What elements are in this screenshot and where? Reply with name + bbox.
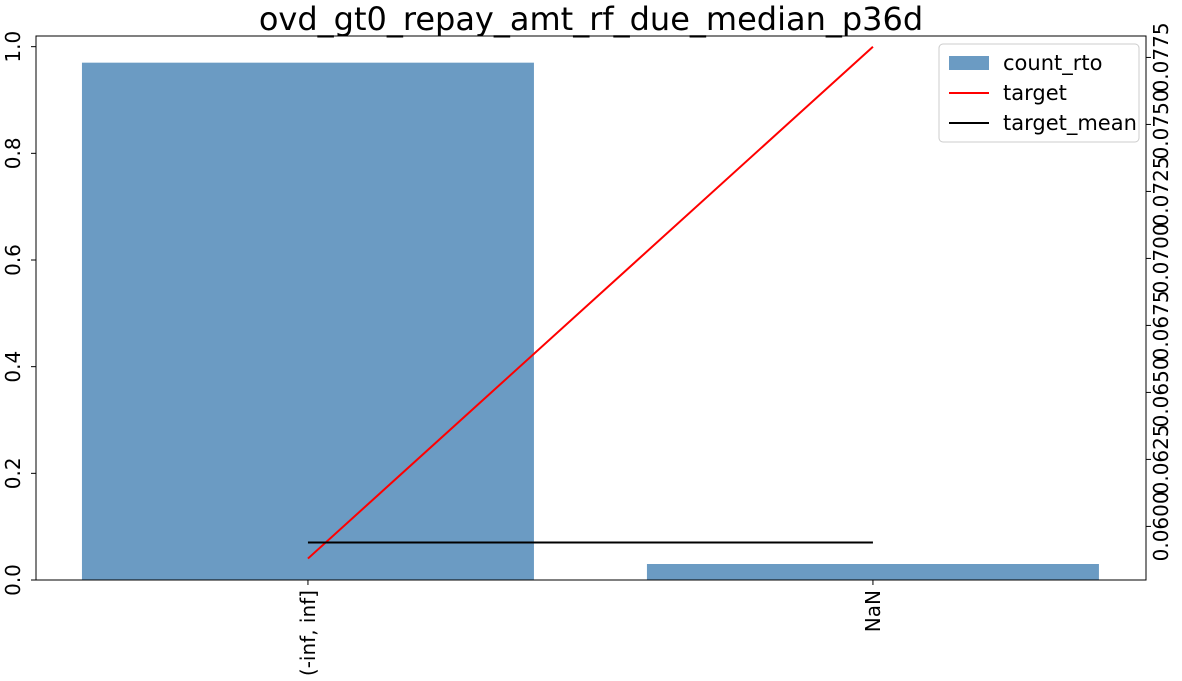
chart-title: ovd_gt0_repay_amt_rf_due_median_p36d	[259, 0, 923, 38]
x-tick-label-1: NaN	[861, 590, 885, 632]
legend-label-count_rto: count_rto	[1003, 51, 1102, 76]
left-tick-label-4: 0.8	[1, 137, 25, 169]
line-target	[307, 45, 874, 560]
bars-group	[81, 62, 1099, 580]
right-y-axis: 0.06000.06250.06500.06750.07000.07250.07…	[1146, 22, 1173, 561]
left-tick-label-3: 0.6	[1, 244, 25, 276]
bar-count_rto-0	[81, 62, 534, 580]
right-tick-label-1: 0.0625	[1149, 424, 1173, 494]
right-tick-label-0: 0.0600	[1149, 491, 1173, 561]
left-tick-label-2: 0.4	[1, 351, 25, 383]
left-tick-label-0: 0.0	[1, 564, 25, 596]
x-tick-label-0: (-inf, inf]	[296, 590, 320, 676]
left-tick-label-5: 1.0	[1, 31, 25, 63]
legend-swatch-count_rto	[949, 56, 989, 70]
x-axis: (-inf, inf] NaN	[296, 580, 885, 676]
bar-count_rto-1	[646, 564, 1099, 580]
legend-label-target: target	[1003, 81, 1067, 105]
lines-group	[307, 45, 874, 560]
right-tick-label-3: 0.0675	[1149, 290, 1173, 360]
right-tick-label-2: 0.0650	[1149, 357, 1173, 427]
right-tick-label-5: 0.0725	[1149, 156, 1173, 226]
legend-label-target_mean: target_mean	[1003, 111, 1137, 136]
left-tick-label-1: 0.2	[1, 457, 25, 489]
right-tick-label-6: 0.0750	[1149, 89, 1173, 159]
right-tick-label-7: 0.0775	[1149, 22, 1173, 92]
right-tick-label-4: 0.0700	[1149, 223, 1173, 293]
left-y-axis: 0.0 0.2 0.4 0.6 0.8 1.0	[1, 31, 36, 596]
plot-frame	[35, 35, 1147, 581]
